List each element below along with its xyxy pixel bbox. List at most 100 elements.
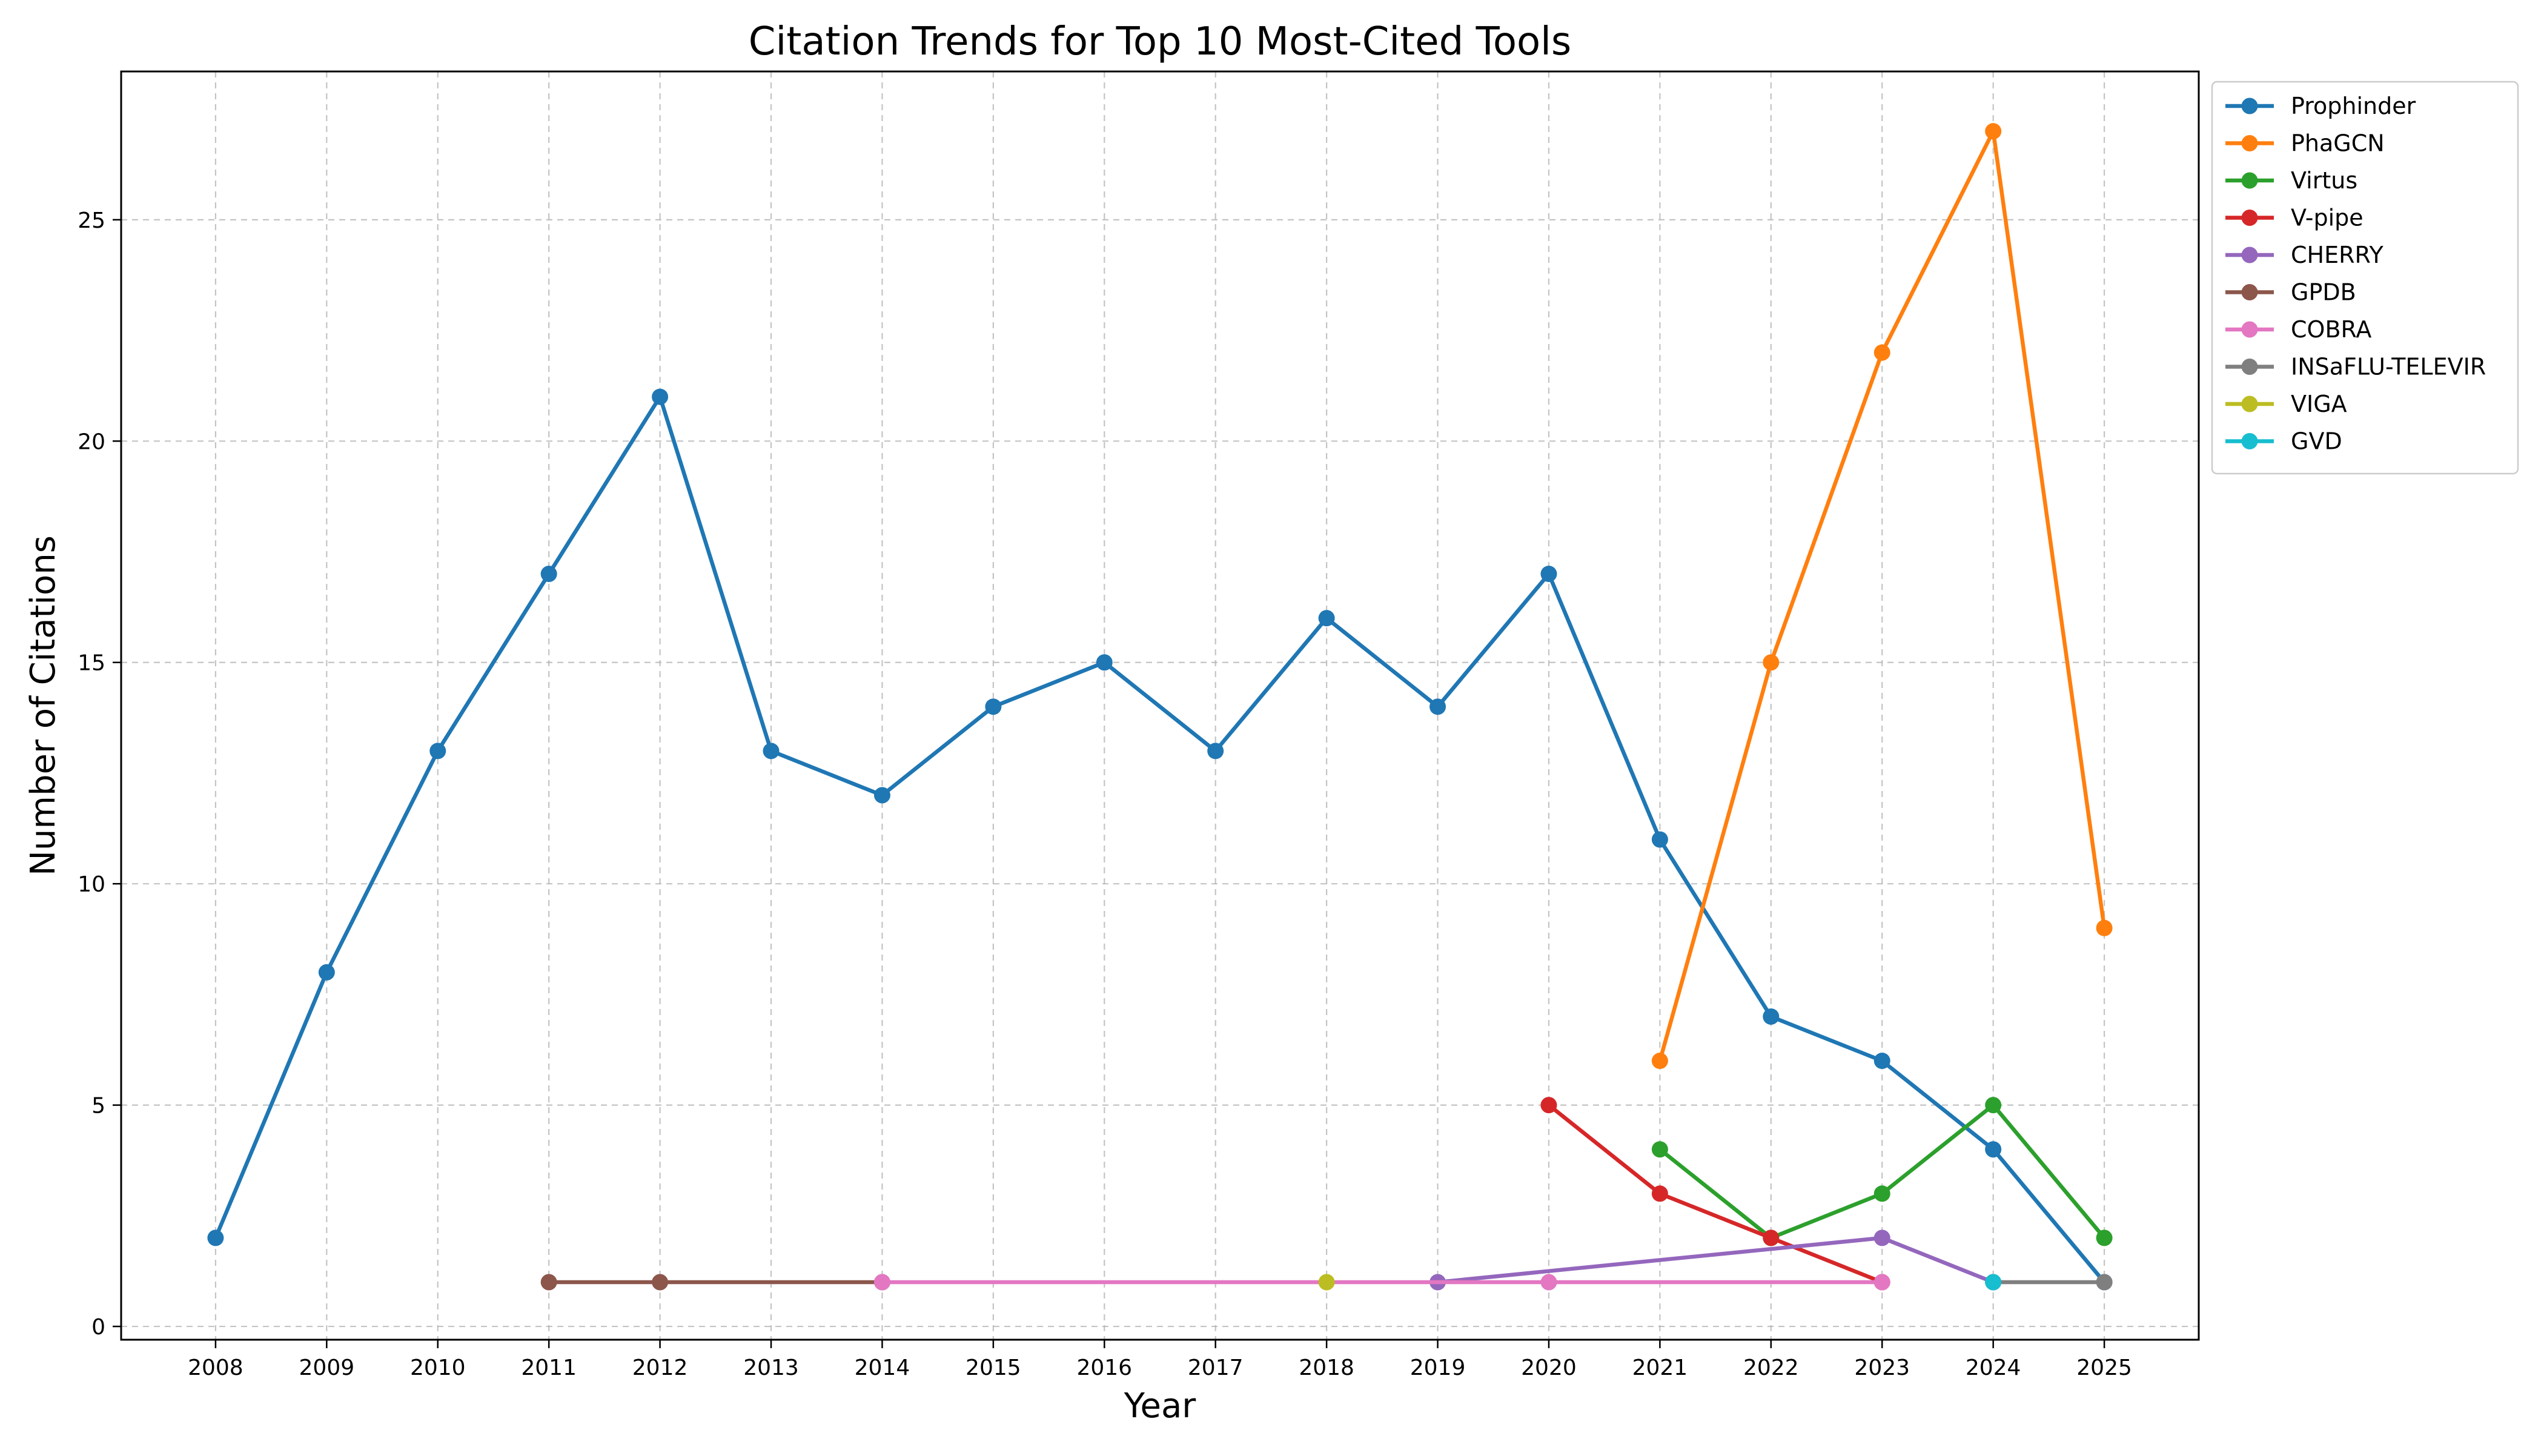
legend-marker: [2241, 247, 2258, 263]
data-point: [873, 787, 890, 804]
data-point: [763, 743, 780, 759]
x-tick-label: 2010: [410, 1355, 466, 1380]
data-point: [1873, 344, 1890, 361]
x-tick-label: 2017: [1188, 1355, 1244, 1380]
data-point: [1763, 1008, 1780, 1025]
data-point: [1540, 566, 1557, 583]
series-viga: [1318, 1274, 1335, 1291]
x-tick-label: 2018: [1299, 1355, 1354, 1380]
series-virtus: [1651, 1097, 2113, 1246]
data-point: [1429, 698, 1446, 715]
series-layer: [207, 123, 2113, 1291]
data-point: [2096, 1274, 2113, 1291]
data-point: [1651, 1185, 1668, 1202]
data-point: [1985, 123, 2002, 140]
data-point: [1873, 1274, 1890, 1291]
data-point: [1873, 1229, 1890, 1246]
y-tick-label: 15: [78, 651, 105, 676]
legend-label: PhaGCN: [2291, 130, 2385, 157]
series-phagcn: [1651, 123, 2113, 1070]
legend-item: GVD: [2225, 428, 2342, 455]
x-tick-label: 2008: [188, 1355, 243, 1380]
plot-area-frame: [120, 70, 2200, 1341]
legend-box: [2211, 81, 2519, 475]
data-point: [1651, 1141, 1668, 1158]
legend-label: CHERRY: [2291, 242, 2383, 268]
series-line: [1546, 1103, 1884, 1285]
legend-item: INSaFLU-TELEVIR: [2225, 354, 2486, 380]
legend-item: V-pipe: [2225, 205, 2363, 231]
legend-marker: [2241, 135, 2258, 151]
legend-label: GVD: [2291, 428, 2342, 455]
data-point: [540, 1274, 557, 1291]
axis-ticks: 2008 2009 2010 2011 2012 2013 2014 2015 2016 2017…: [78, 208, 2132, 1380]
data-point: [652, 1274, 669, 1291]
data-point: [1540, 1274, 1557, 1291]
legend-marker: [2241, 395, 2258, 412]
x-tick-label: 2015: [966, 1355, 1021, 1380]
legend-marker: [2241, 359, 2258, 375]
legend-item: Prophinder: [2225, 93, 2416, 119]
legend-label: INSaFLU-TELEVIR: [2291, 354, 2486, 380]
data-point: [318, 964, 335, 981]
data-point: [1096, 654, 1113, 671]
y-tick-label: 20: [78, 429, 105, 454]
legend-marker: [2241, 98, 2258, 114]
data-point: [1318, 1274, 1335, 1291]
legend-label: V-pipe: [2291, 205, 2363, 231]
legend-label: VIGA: [2291, 391, 2347, 417]
data-point: [873, 1274, 890, 1291]
data-point: [540, 566, 557, 583]
chart-title: Citation Trends for Top 10 Most-Cited To…: [749, 19, 1572, 64]
data-point: [1873, 1185, 1890, 1202]
legend-label: Virtus: [2291, 167, 2357, 194]
series-line: [213, 394, 2107, 1285]
data-point: [1207, 743, 1224, 759]
legend-marker: [2241, 172, 2258, 189]
legend: Prophinder PhaGCN Virtus V-pipe CHERRY GPDB CO…: [2211, 81, 2519, 475]
x-tick-label: 2025: [2076, 1355, 2132, 1380]
x-tick-label: 2021: [1632, 1355, 1688, 1380]
data-point: [1985, 1274, 2002, 1291]
legend-marker: [2241, 321, 2258, 338]
x-tick-label: 2024: [1966, 1355, 2021, 1380]
legend-marker: [2241, 284, 2258, 300]
data-point: [1651, 831, 1668, 848]
data-point: [652, 388, 669, 405]
x-axis-title: Year: [1124, 1386, 1197, 1426]
data-point: [1540, 1097, 1557, 1114]
x-tick-label: 2013: [743, 1355, 799, 1380]
legend-marker: [2241, 433, 2258, 449]
data-point: [1873, 1053, 1890, 1070]
legend-item: GPDB: [2225, 279, 2356, 306]
x-tick-label: 2011: [521, 1355, 577, 1380]
data-point: [1651, 1053, 1668, 1070]
legend-item: PhaGCN: [2225, 130, 2385, 157]
x-tick-label: 2020: [1521, 1355, 1577, 1380]
x-tick-label: 2014: [855, 1355, 910, 1380]
data-point: [1985, 1141, 2002, 1158]
legend-item: VIGA: [2225, 391, 2347, 417]
data-point: [2096, 919, 2113, 936]
y-tick-label: 0: [91, 1315, 105, 1340]
legend-label: Prophinder: [2291, 93, 2416, 119]
y-axis-title: Number of Citations: [24, 535, 63, 876]
y-tick-label: 10: [78, 872, 105, 897]
x-tick-label: 2022: [1743, 1355, 1799, 1380]
legend-marker: [2241, 210, 2258, 226]
legend-item: Virtus: [2225, 167, 2357, 194]
data-point: [207, 1229, 224, 1246]
data-point: [1318, 610, 1335, 627]
data-point: [1763, 1229, 1780, 1246]
x-tick-label: 2016: [1076, 1355, 1132, 1380]
data-point: [985, 698, 1002, 715]
data-point: [1763, 654, 1780, 671]
data-point: [1985, 1097, 2002, 1114]
legend-item: CHERRY: [2225, 242, 2383, 268]
data-point: [429, 743, 446, 759]
legend-label: COBRA: [2291, 316, 2371, 343]
series-cobra: [873, 1274, 1890, 1291]
